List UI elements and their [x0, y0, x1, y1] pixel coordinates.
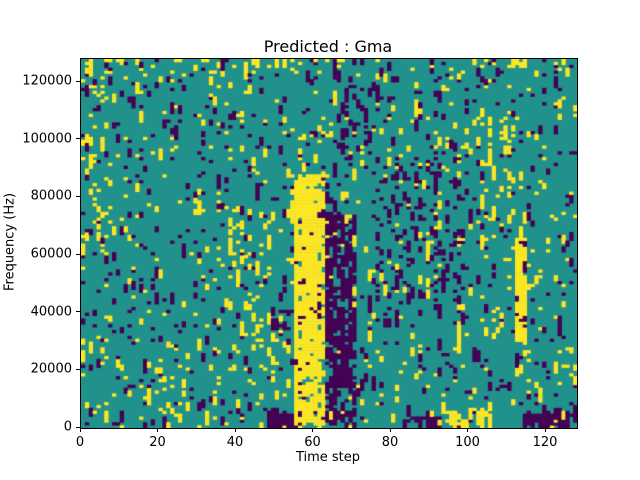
x-tick-label: 60: [304, 435, 321, 450]
y-tick-label: 40000: [30, 304, 72, 320]
x-tick-mark: [234, 428, 236, 432]
y-tick-mark: [76, 368, 80, 370]
plot-area: [80, 58, 578, 429]
x-axis-label: Time step: [295, 450, 361, 465]
x-tick-mark: [79, 428, 81, 432]
y-tick-mark: [76, 253, 80, 255]
chart-title: Predicted : Gma: [263, 37, 393, 56]
y-tick-label: 100000: [22, 131, 72, 147]
y-tick-mark: [76, 311, 80, 313]
y-axis-label: Frequency (Hz): [2, 192, 18, 292]
y-tick-mark: [76, 195, 80, 197]
y-tick-label: 0: [63, 419, 72, 435]
x-tick-label: 0: [75, 435, 85, 450]
y-tick-label: 120000: [22, 73, 72, 89]
y-tick-label: 80000: [30, 188, 72, 204]
y-tick-label: 20000: [30, 361, 72, 377]
x-tick-label: 40: [226, 435, 244, 450]
x-tick-mark: [312, 428, 313, 432]
y-tick-mark: [76, 138, 80, 140]
x-tick-mark: [157, 428, 158, 432]
x-tick-label: 100: [455, 435, 480, 450]
heatmap-canvas: [81, 59, 577, 428]
x-tick-mark: [544, 428, 546, 432]
x-tick-label: 80: [381, 435, 399, 450]
x-tick-label: 120: [532, 435, 558, 450]
x-tick-label: 20: [149, 435, 166, 450]
y-tick-label: 60000: [30, 246, 72, 262]
y-tick-mark: [76, 426, 80, 428]
y-tick-mark: [76, 80, 80, 82]
x-tick-mark: [389, 428, 391, 432]
x-tick-mark: [467, 428, 468, 432]
